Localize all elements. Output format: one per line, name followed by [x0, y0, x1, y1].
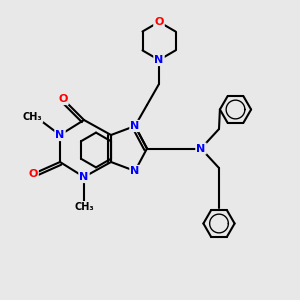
Text: CH₃: CH₃	[22, 112, 42, 122]
Text: N: N	[154, 55, 164, 65]
Text: N: N	[130, 166, 140, 176]
Text: N: N	[130, 121, 140, 131]
Text: CH₃: CH₃	[74, 202, 94, 212]
Text: N: N	[196, 143, 206, 154]
Text: O: O	[154, 17, 164, 27]
Text: N: N	[56, 130, 64, 140]
Text: N: N	[80, 172, 88, 182]
Text: O: O	[58, 94, 68, 104]
Text: O: O	[28, 169, 38, 179]
